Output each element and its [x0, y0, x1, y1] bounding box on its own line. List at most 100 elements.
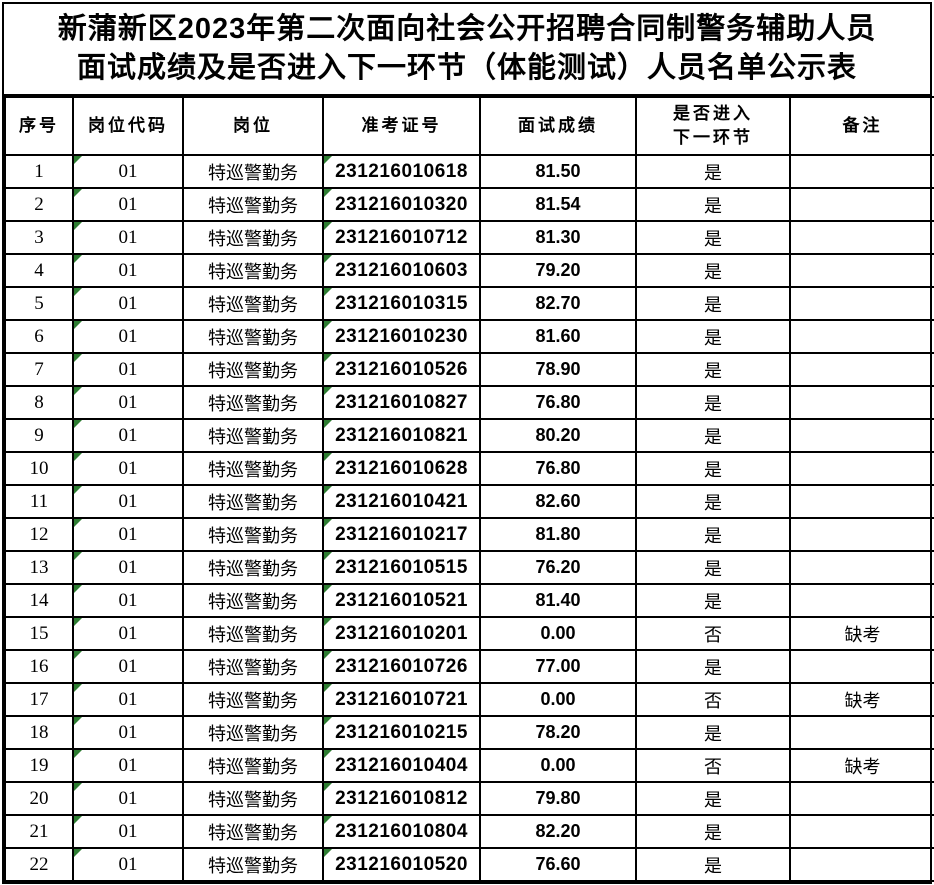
- cell-position-code: 01: [72, 616, 184, 651]
- cell-position-code: 01: [72, 649, 184, 684]
- cell-position-code: 01: [72, 550, 184, 585]
- cell-proceed-flag: 是: [635, 451, 791, 486]
- title-line-1: 新蒲新区2023年第二次面向社会公开招聘合同制警务辅助人员: [57, 13, 877, 45]
- cell-remark: [789, 418, 934, 453]
- cell-interview-score: 82.20: [479, 814, 637, 849]
- cell-interview-score: 81.80: [479, 517, 637, 552]
- cell-exam-id: 231216010721: [322, 682, 481, 717]
- table-row: 3 01 特巡警勤务 231216010712 81.30 是: [4, 220, 934, 255]
- cell-position-name: 特巡警勤务: [182, 682, 324, 717]
- cell-position-name: 特巡警勤务: [182, 781, 324, 816]
- table-row: 1 01 特巡警勤务 231216010618 81.50 是: [4, 154, 934, 189]
- cell-proceed-flag: 是: [635, 253, 791, 288]
- cell-serial-number: 2: [4, 187, 74, 222]
- cell-serial-number: 6: [4, 319, 74, 354]
- cell-serial-number: 9: [4, 418, 74, 453]
- cell-position-code: 01: [72, 847, 184, 882]
- cell-serial-number: 19: [4, 748, 74, 783]
- cell-remark: [789, 583, 934, 618]
- cell-interview-score: 82.60: [479, 484, 637, 519]
- cell-remark: [789, 187, 934, 222]
- cell-proceed-flag: 是: [635, 385, 791, 420]
- cell-position-name: 特巡警勤务: [182, 616, 324, 651]
- cell-exam-id: 231216010804: [322, 814, 481, 849]
- cell-interview-score: 82.70: [479, 286, 637, 321]
- cell-serial-number: 20: [4, 781, 74, 816]
- cell-position-code: 01: [72, 385, 184, 420]
- table-row: 7 01 特巡警勤务 231216010526 78.90 是: [4, 352, 934, 387]
- cell-serial-number: 10: [4, 451, 74, 486]
- cell-serial-number: 12: [4, 517, 74, 552]
- table-row: 17 01 特巡警勤务 231216010721 0.00 否 缺考: [4, 682, 934, 717]
- cell-position-name: 特巡警勤务: [182, 484, 324, 519]
- cell-exam-id: 231216010521: [322, 583, 481, 618]
- cell-exam-id: 231216010217: [322, 517, 481, 552]
- cell-serial-number: 4: [4, 253, 74, 288]
- table-row: 21 01 特巡警勤务 231216010804 82.20 是: [4, 814, 934, 849]
- cell-remark: [789, 319, 934, 354]
- cell-remark: [789, 385, 934, 420]
- cell-interview-score: 0.00: [479, 682, 637, 717]
- cell-proceed-flag: 否: [635, 616, 791, 651]
- cell-interview-score: 78.90: [479, 352, 637, 387]
- cell-serial-number: 18: [4, 715, 74, 750]
- cell-remark: 缺考: [789, 748, 934, 783]
- cell-position-code: 01: [72, 715, 184, 750]
- cell-proceed-flag: 是: [635, 814, 791, 849]
- cell-exam-id: 231216010628: [322, 451, 481, 486]
- cell-proceed-flag: 是: [635, 187, 791, 222]
- cell-position-name: 特巡警勤务: [182, 517, 324, 552]
- cell-remark: [789, 484, 934, 519]
- cell-serial-number: 7: [4, 352, 74, 387]
- table-row: 12 01 特巡警勤务 231216010217 81.80 是: [4, 517, 934, 552]
- cell-proceed-flag: 是: [635, 649, 791, 684]
- col-header-position: 岗位: [182, 96, 324, 156]
- cell-exam-id: 231216010603: [322, 253, 481, 288]
- table-row: 16 01 特巡警勤务 231216010726 77.00 是: [4, 649, 934, 684]
- cell-remark: [789, 220, 934, 255]
- cell-proceed-flag: 是: [635, 715, 791, 750]
- results-table: 序号 岗位代码 岗位 准考证号 面试成绩 是否进入 下一环节 备注 1 01 特…: [4, 96, 934, 882]
- header-row: 序号 岗位代码 岗位 准考证号 面试成绩 是否进入 下一环节 备注: [4, 96, 934, 156]
- cell-remark: [789, 451, 934, 486]
- cell-position-code: 01: [72, 286, 184, 321]
- cell-serial-number: 3: [4, 220, 74, 255]
- cell-exam-id: 231216010812: [322, 781, 481, 816]
- cell-serial-number: 22: [4, 847, 74, 882]
- cell-exam-id: 231216010515: [322, 550, 481, 585]
- cell-interview-score: 76.20: [479, 550, 637, 585]
- cell-proceed-flag: 是: [635, 154, 791, 189]
- cell-serial-number: 21: [4, 814, 74, 849]
- cell-position-name: 特巡警勤务: [182, 847, 324, 882]
- cell-position-name: 特巡警勤务: [182, 352, 324, 387]
- cell-position-code: 01: [72, 220, 184, 255]
- cell-remark: [789, 550, 934, 585]
- cell-position-name: 特巡警勤务: [182, 583, 324, 618]
- col-header-proceed: 是否进入 下一环节: [635, 96, 791, 156]
- cell-position-name: 特巡警勤务: [182, 319, 324, 354]
- cell-exam-id: 231216010618: [322, 154, 481, 189]
- cell-serial-number: 15: [4, 616, 74, 651]
- cell-remark: [789, 715, 934, 750]
- table-row: 15 01 特巡警勤务 231216010201 0.00 否 缺考: [4, 616, 934, 651]
- cell-remark: 缺考: [789, 616, 934, 651]
- cell-interview-score: 76.80: [479, 385, 637, 420]
- cell-exam-id: 231216010230: [322, 319, 481, 354]
- table-row: 22 01 特巡警勤务 231216010520 76.60 是: [4, 847, 934, 882]
- cell-proceed-flag: 否: [635, 682, 791, 717]
- cell-position-name: 特巡警勤务: [182, 220, 324, 255]
- table-row: 13 01 特巡警勤务 231216010515 76.20 是: [4, 550, 934, 585]
- cell-remark: 缺考: [789, 682, 934, 717]
- cell-proceed-flag: 是: [635, 220, 791, 255]
- table-header: 序号 岗位代码 岗位 准考证号 面试成绩 是否进入 下一环节 备注: [4, 96, 934, 156]
- cell-position-name: 特巡警勤务: [182, 253, 324, 288]
- cell-proceed-flag: 是: [635, 583, 791, 618]
- cell-position-code: 01: [72, 583, 184, 618]
- cell-exam-id: 231216010520: [322, 847, 481, 882]
- table-row: 2 01 特巡警勤务 231216010320 81.54 是: [4, 187, 934, 222]
- cell-position-code: 01: [72, 154, 184, 189]
- cell-position-name: 特巡警勤务: [182, 550, 324, 585]
- cell-interview-score: 79.20: [479, 253, 637, 288]
- cell-proceed-flag: 是: [635, 286, 791, 321]
